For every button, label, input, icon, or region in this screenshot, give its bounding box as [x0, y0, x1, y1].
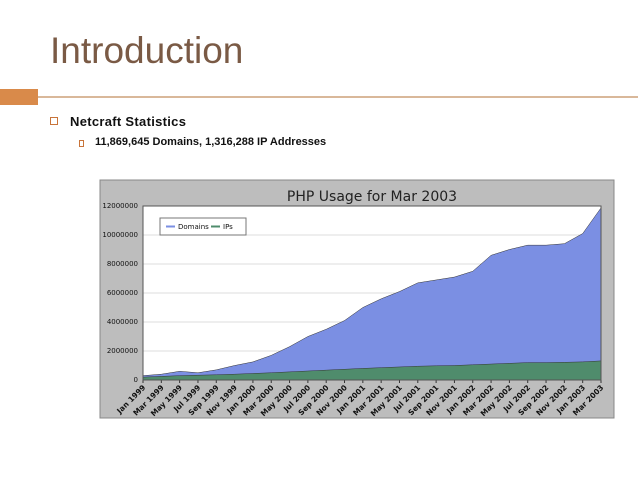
accent-bar	[0, 89, 38, 105]
area	[142, 360, 602, 381]
y-tick-label: 10000000	[102, 231, 138, 239]
rule	[38, 96, 638, 98]
legend-label: IPs	[223, 223, 233, 231]
plot-border	[142, 205, 602, 381]
slide-title: Introduction	[50, 30, 244, 71]
y-tick-label: 2000000	[107, 347, 138, 355]
y-tick-label: 12000000	[102, 202, 138, 210]
legend	[159, 217, 247, 236]
sub-bullet: 11,869,645 Domains, 1,316,288 IP Address…	[95, 136, 327, 148]
legend-label: Domains	[178, 223, 209, 231]
bullet-marker	[79, 140, 84, 147]
y-tick-label: 4000000	[107, 318, 138, 326]
bullet: Netcraft Statistics	[70, 114, 187, 129]
y-tick-label: 0	[134, 376, 138, 384]
chart-title: PHP Usage for Mar 2003	[287, 189, 457, 205]
y-tick-label: 8000000	[107, 260, 138, 268]
y-tick-label: 6000000	[107, 289, 138, 297]
bullet-marker	[50, 117, 58, 125]
area	[142, 207, 602, 381]
